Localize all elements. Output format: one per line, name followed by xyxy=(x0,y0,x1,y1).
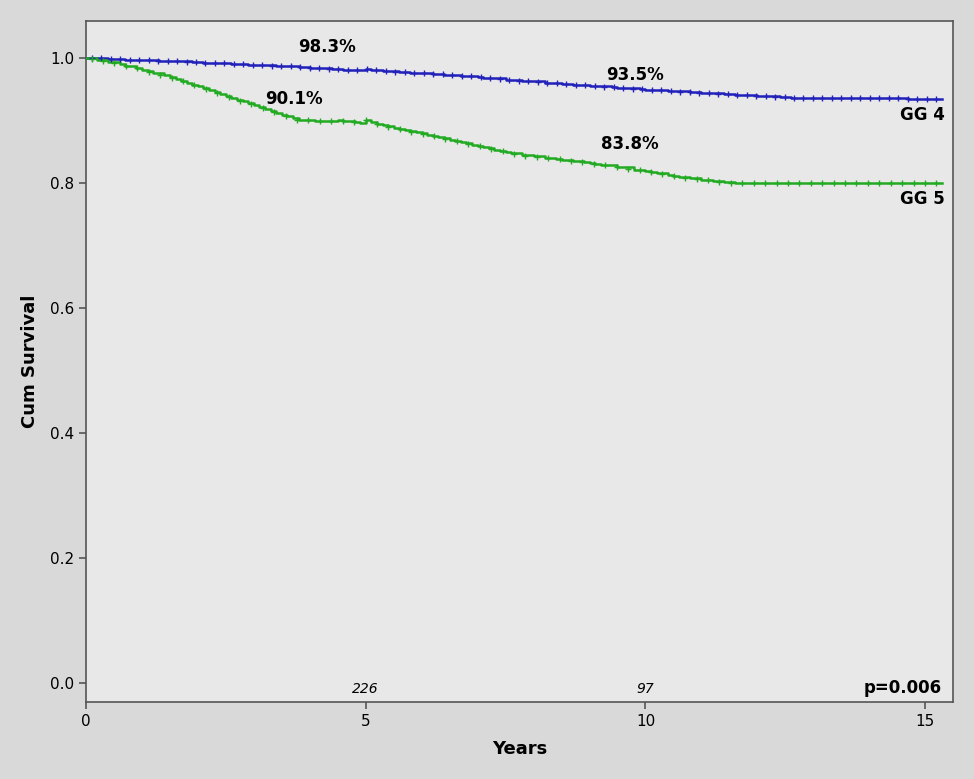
Text: GG 4: GG 4 xyxy=(900,106,945,124)
Text: 97: 97 xyxy=(637,682,655,696)
Text: GG 5: GG 5 xyxy=(900,190,945,208)
Text: 93.5%: 93.5% xyxy=(606,65,664,83)
Text: 83.8%: 83.8% xyxy=(601,135,658,153)
Text: 98.3%: 98.3% xyxy=(299,38,356,56)
X-axis label: Years: Years xyxy=(492,740,547,758)
Text: 90.1%: 90.1% xyxy=(265,90,322,108)
Y-axis label: Cum Survival: Cum Survival xyxy=(20,295,39,428)
Text: p=0.006: p=0.006 xyxy=(864,679,942,697)
Text: 226: 226 xyxy=(353,682,379,696)
